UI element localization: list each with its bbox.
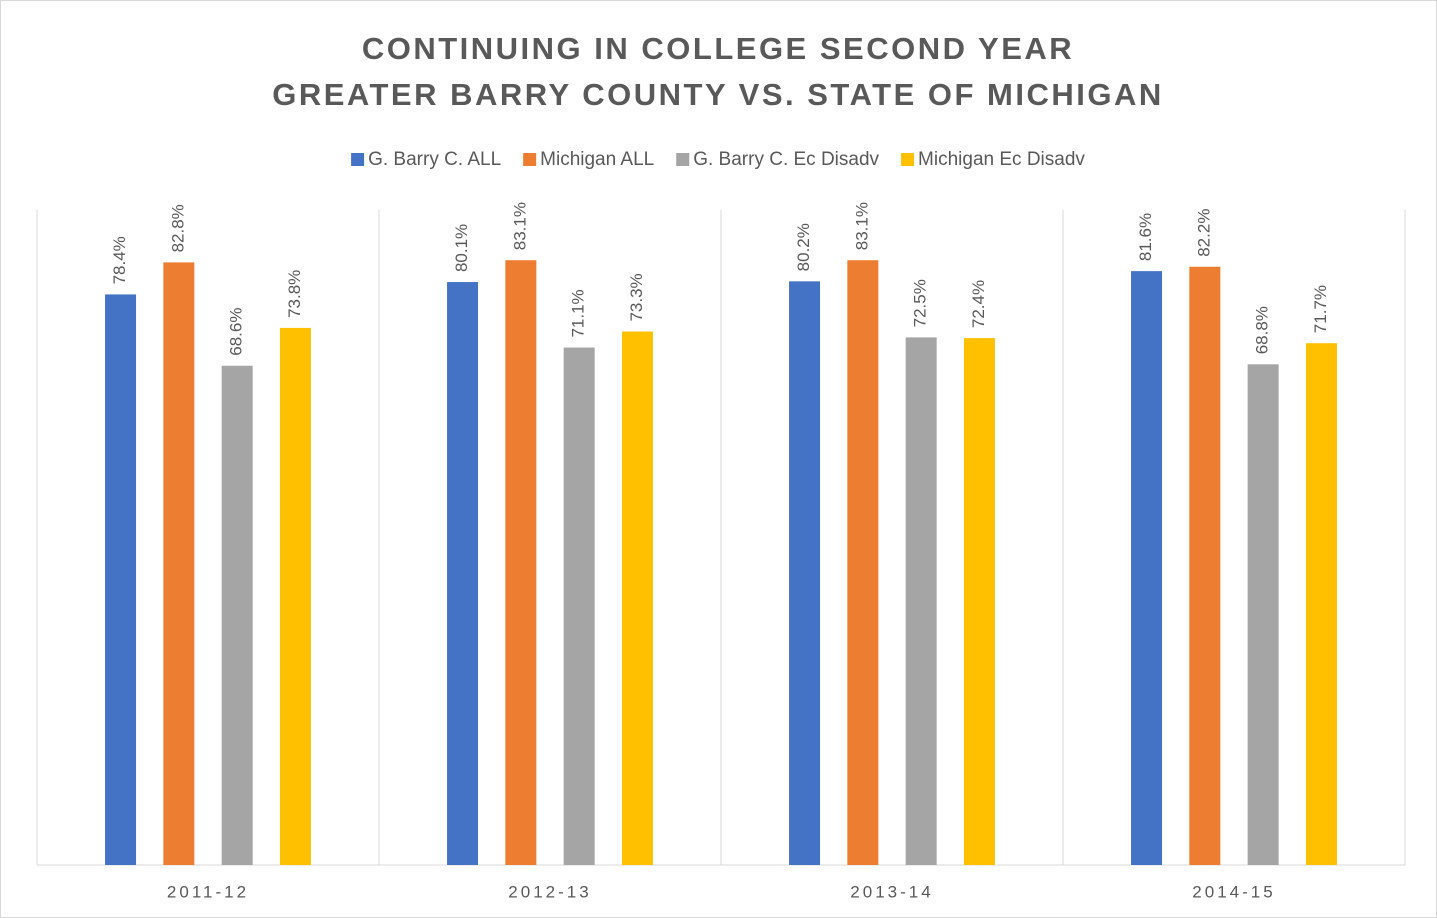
legend-swatch bbox=[523, 153, 537, 166]
x-tick-label: 2012-13 bbox=[508, 882, 591, 901]
chart-title: CONTINUING IN COLLEGE SECOND YEAR bbox=[362, 31, 1074, 66]
value-label: 82.2% bbox=[1194, 209, 1213, 257]
value-label: 71.7% bbox=[1311, 285, 1330, 333]
x-tick-label: 2011-12 bbox=[167, 882, 249, 901]
bar bbox=[621, 331, 653, 865]
legend-label: Michigan Ec Disadv bbox=[918, 149, 1085, 170]
legend-label: G. Barry C. Ec Disadv bbox=[693, 149, 879, 170]
bar bbox=[1189, 266, 1221, 865]
legend-label: G. Barry C. ALL bbox=[368, 149, 501, 170]
chart-subtitle: GREATER BARRY COUNTY VS. STATE OF MICHIG… bbox=[272, 77, 1164, 112]
value-label: 80.2% bbox=[794, 223, 813, 271]
bar bbox=[563, 347, 595, 865]
legend-swatch bbox=[676, 153, 690, 166]
bar bbox=[447, 282, 479, 865]
bar bbox=[963, 338, 995, 866]
bar bbox=[1131, 271, 1163, 866]
value-label: 72.4% bbox=[969, 280, 988, 328]
value-label: 71.1% bbox=[569, 289, 588, 337]
value-label: 72.5% bbox=[911, 279, 930, 327]
bar bbox=[905, 337, 937, 866]
value-label: 73.8% bbox=[285, 270, 304, 318]
x-tick-label: 2013-14 bbox=[850, 882, 933, 901]
bar bbox=[279, 327, 311, 865]
value-label: 80.1% bbox=[452, 224, 471, 272]
legend-swatch bbox=[351, 153, 365, 166]
value-label: 83.1% bbox=[510, 202, 529, 250]
bar bbox=[1247, 364, 1279, 865]
value-label: 83.1% bbox=[852, 202, 871, 250]
bar bbox=[505, 260, 537, 865]
value-label: 78.4% bbox=[110, 236, 129, 284]
legend-swatch bbox=[901, 153, 915, 166]
x-tick-label: 2014-15 bbox=[1192, 882, 1275, 901]
bar bbox=[1305, 343, 1337, 865]
value-label: 68.8% bbox=[1253, 306, 1272, 354]
bar bbox=[847, 260, 879, 865]
bar bbox=[221, 365, 253, 865]
bar bbox=[163, 262, 195, 865]
bar bbox=[105, 294, 137, 865]
value-label: 73.3% bbox=[627, 273, 646, 321]
value-label: 81.6% bbox=[1136, 213, 1155, 261]
legend-label: Michigan ALL bbox=[540, 149, 654, 170]
value-label: 82.8% bbox=[168, 204, 187, 252]
value-label: 68.6% bbox=[227, 308, 246, 356]
bar bbox=[789, 281, 821, 865]
